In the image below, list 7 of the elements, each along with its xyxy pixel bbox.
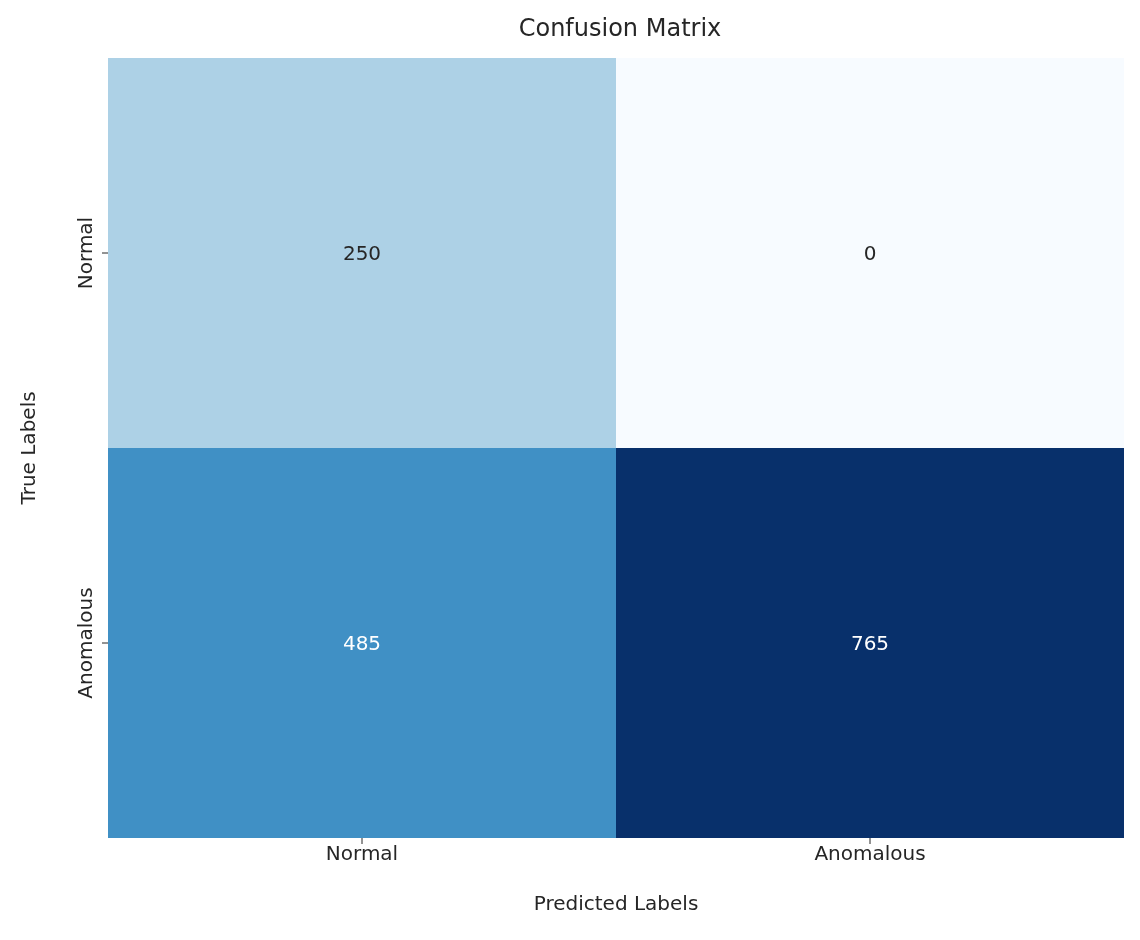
data-label: 250 [342,241,382,265]
data-label: 0 [863,241,877,265]
x-axis-title: Predicted Labels [533,891,699,915]
data-label: 485 [342,631,382,655]
data-label: 765 [850,631,890,655]
y-axis-title: True Labels [16,391,41,506]
chart-title: Confusion Matrix [517,13,723,44]
